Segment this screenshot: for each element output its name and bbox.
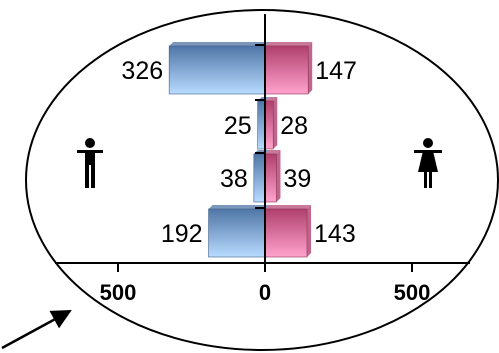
x-ticks-group: 500 0 500 bbox=[100, 263, 431, 305]
data-label-left: 38 bbox=[220, 165, 248, 193]
x-tick-label: 500 bbox=[394, 280, 431, 305]
bar-right-top bbox=[265, 205, 312, 209]
bar-left bbox=[253, 153, 266, 203]
bar-left-depth bbox=[208, 205, 269, 209]
callout-arrow bbox=[1, 309, 72, 350]
bar-right-depth bbox=[308, 42, 313, 94]
bar-right bbox=[264, 208, 308, 258]
ellipse-frame bbox=[25, 9, 499, 351]
male-figure-icon bbox=[77, 138, 103, 188]
bar-right-top bbox=[265, 150, 281, 154]
data-label-left: 192 bbox=[161, 220, 203, 248]
x-tick-label: 500 bbox=[100, 280, 137, 305]
bar-right-depth bbox=[307, 205, 312, 257]
bars-group: 326 147 25 28 38 39 192 143 bbox=[121, 42, 357, 258]
bar-right bbox=[264, 45, 309, 95]
data-label-right: 147 bbox=[315, 57, 357, 85]
female-figure-icon bbox=[414, 138, 442, 188]
x-tick-label: 0 bbox=[259, 280, 271, 305]
bar-left bbox=[257, 100, 266, 150]
bar-left bbox=[168, 45, 266, 95]
bar-right-depth bbox=[273, 97, 278, 149]
bar-left-depth bbox=[169, 42, 269, 46]
bar-right bbox=[264, 100, 274, 150]
data-label-right: 28 bbox=[280, 112, 308, 140]
data-label-left: 25 bbox=[224, 112, 252, 140]
data-label-right: 39 bbox=[283, 165, 311, 193]
data-label-left: 326 bbox=[121, 57, 163, 85]
bar-right bbox=[264, 153, 277, 203]
bar-right-top bbox=[265, 97, 278, 101]
data-label-right: 143 bbox=[314, 220, 356, 248]
bar-left bbox=[208, 208, 266, 258]
bar-right-top bbox=[265, 42, 313, 46]
bar-right-depth bbox=[276, 150, 281, 202]
